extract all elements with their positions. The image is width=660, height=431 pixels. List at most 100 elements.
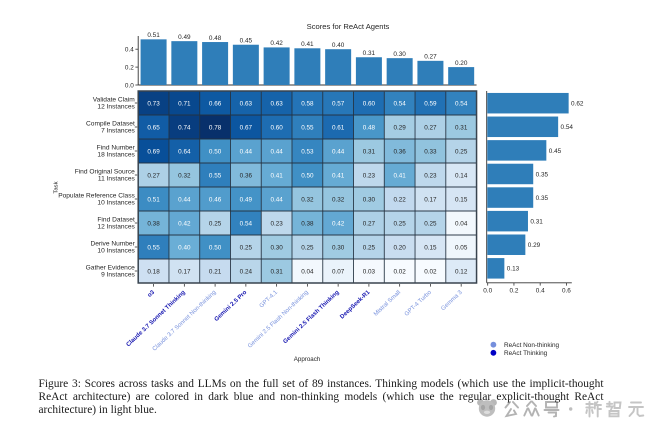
svg-text:0.33: 0.33 — [424, 148, 437, 155]
svg-text:0.55: 0.55 — [147, 244, 160, 251]
svg-text:Approach: Approach — [294, 356, 321, 363]
svg-text:0.30: 0.30 — [363, 196, 376, 203]
svg-text:0.23: 0.23 — [363, 172, 376, 179]
svg-text:0.31: 0.31 — [363, 148, 376, 155]
svg-text:0.32: 0.32 — [178, 172, 191, 179]
svg-text:0.49: 0.49 — [240, 196, 253, 203]
svg-text:0.04: 0.04 — [301, 268, 314, 275]
svg-text:0.35: 0.35 — [536, 171, 549, 178]
svg-text:0.42: 0.42 — [332, 220, 345, 227]
svg-text:0.21: 0.21 — [209, 268, 222, 275]
svg-text:0.25: 0.25 — [393, 220, 406, 227]
svg-text:9 Instances: 9 Instances — [101, 272, 135, 279]
svg-text:0.24: 0.24 — [240, 268, 253, 275]
svg-text:0.0: 0.0 — [125, 82, 134, 89]
svg-text:0.25: 0.25 — [424, 220, 437, 227]
svg-text:0.42: 0.42 — [270, 40, 283, 47]
svg-text:0.73: 0.73 — [147, 100, 160, 107]
svg-text:0.66: 0.66 — [209, 100, 222, 107]
svg-text:0.30: 0.30 — [270, 244, 283, 251]
svg-text:0.02: 0.02 — [424, 268, 437, 275]
svg-text:0.40: 0.40 — [178, 244, 191, 251]
svg-text:0.50: 0.50 — [301, 172, 314, 179]
svg-text:0.2: 0.2 — [125, 64, 134, 71]
svg-text:0.31: 0.31 — [455, 124, 468, 131]
svg-text:0.05: 0.05 — [455, 244, 468, 251]
svg-text:0.61: 0.61 — [332, 124, 345, 131]
svg-text:Find Number: Find Number — [97, 145, 136, 152]
svg-text:Compile Dataset: Compile Dataset — [86, 121, 135, 128]
svg-text:0.22: 0.22 — [393, 196, 406, 203]
svg-text:0.31: 0.31 — [363, 50, 376, 57]
svg-text:0.44: 0.44 — [332, 148, 345, 155]
svg-text:0.13: 0.13 — [507, 266, 520, 273]
svg-text:0.4: 0.4 — [536, 288, 545, 295]
svg-text:11 Instances: 11 Instances — [98, 176, 136, 183]
svg-text:0.63: 0.63 — [270, 100, 283, 107]
svg-text:0.0: 0.0 — [483, 288, 492, 295]
svg-text:0.45: 0.45 — [549, 148, 562, 155]
svg-text:ReAct Non-thinking: ReAct Non-thinking — [504, 342, 560, 349]
svg-text:0.25: 0.25 — [209, 220, 222, 227]
svg-text:0.54: 0.54 — [240, 220, 253, 227]
svg-text:0.32: 0.32 — [332, 196, 345, 203]
svg-text:0.29: 0.29 — [393, 124, 406, 131]
svg-text:0.48: 0.48 — [363, 124, 376, 131]
svg-text:0.63: 0.63 — [240, 100, 253, 107]
svg-text:0.74: 0.74 — [178, 124, 191, 131]
svg-text:0.45: 0.45 — [240, 38, 253, 45]
svg-text:0.25: 0.25 — [363, 244, 376, 251]
svg-text:0.02: 0.02 — [393, 268, 406, 275]
svg-text:0.51: 0.51 — [147, 196, 160, 203]
svg-text:0.54: 0.54 — [455, 100, 468, 107]
svg-text:12 Instances: 12 Instances — [97, 104, 135, 111]
svg-text:0.27: 0.27 — [363, 220, 376, 227]
svg-text:0.03: 0.03 — [363, 268, 376, 275]
svg-text:0.04: 0.04 — [455, 220, 468, 227]
svg-text:0.27: 0.27 — [147, 172, 160, 179]
svg-text:0.55: 0.55 — [301, 124, 314, 131]
svg-text:0.15: 0.15 — [424, 244, 437, 251]
svg-text:0.40: 0.40 — [332, 42, 345, 49]
svg-text:0.44: 0.44 — [240, 148, 253, 155]
svg-text:o3: o3 — [147, 289, 157, 299]
svg-text:0.38: 0.38 — [301, 220, 314, 227]
svg-text:0.07: 0.07 — [332, 268, 345, 275]
svg-text:0.25: 0.25 — [301, 244, 314, 251]
svg-text:0.55: 0.55 — [209, 172, 222, 179]
svg-text:12 Instances: 12 Instances — [97, 224, 135, 231]
svg-text:0.41: 0.41 — [270, 172, 283, 179]
svg-text:0.44: 0.44 — [270, 196, 283, 203]
svg-text:Populate Reference Class: Populate Reference Class — [58, 193, 135, 200]
svg-text:0.25: 0.25 — [455, 148, 468, 155]
svg-text:0.31: 0.31 — [270, 268, 283, 275]
svg-text:0.18: 0.18 — [147, 268, 160, 275]
svg-text:0.23: 0.23 — [270, 220, 283, 227]
svg-text:0.6: 0.6 — [562, 288, 571, 295]
svg-text:0.60: 0.60 — [270, 124, 283, 131]
svg-text:0.25: 0.25 — [240, 244, 253, 251]
svg-text:0.49: 0.49 — [178, 34, 191, 41]
svg-text:0.54: 0.54 — [561, 124, 574, 131]
svg-text:10 Instances: 10 Instances — [97, 248, 135, 255]
svg-text:0.51: 0.51 — [147, 32, 160, 39]
svg-text:0.32: 0.32 — [301, 196, 314, 203]
svg-text:0.57: 0.57 — [332, 100, 345, 107]
svg-text:0.71: 0.71 — [178, 100, 191, 107]
svg-text:0.36: 0.36 — [240, 172, 253, 179]
svg-text:0.35: 0.35 — [536, 195, 549, 202]
svg-text:0.50: 0.50 — [209, 244, 222, 251]
svg-text:0.17: 0.17 — [178, 268, 191, 275]
svg-text:0.20: 0.20 — [455, 60, 468, 67]
svg-text:0.20: 0.20 — [393, 244, 406, 251]
svg-text:0.59: 0.59 — [424, 100, 437, 107]
svg-text:0.48: 0.48 — [209, 35, 222, 42]
svg-text:Find Dataset: Find Dataset — [97, 217, 135, 224]
svg-text:0.17: 0.17 — [424, 196, 437, 203]
svg-text:0.2: 0.2 — [509, 288, 518, 295]
svg-text:0.62: 0.62 — [571, 101, 584, 108]
svg-text:0.78: 0.78 — [209, 124, 222, 131]
svg-text:0.30: 0.30 — [393, 51, 406, 58]
svg-text:Gather Evidence: Gather Evidence — [86, 265, 135, 272]
svg-text:0.58: 0.58 — [301, 100, 314, 107]
